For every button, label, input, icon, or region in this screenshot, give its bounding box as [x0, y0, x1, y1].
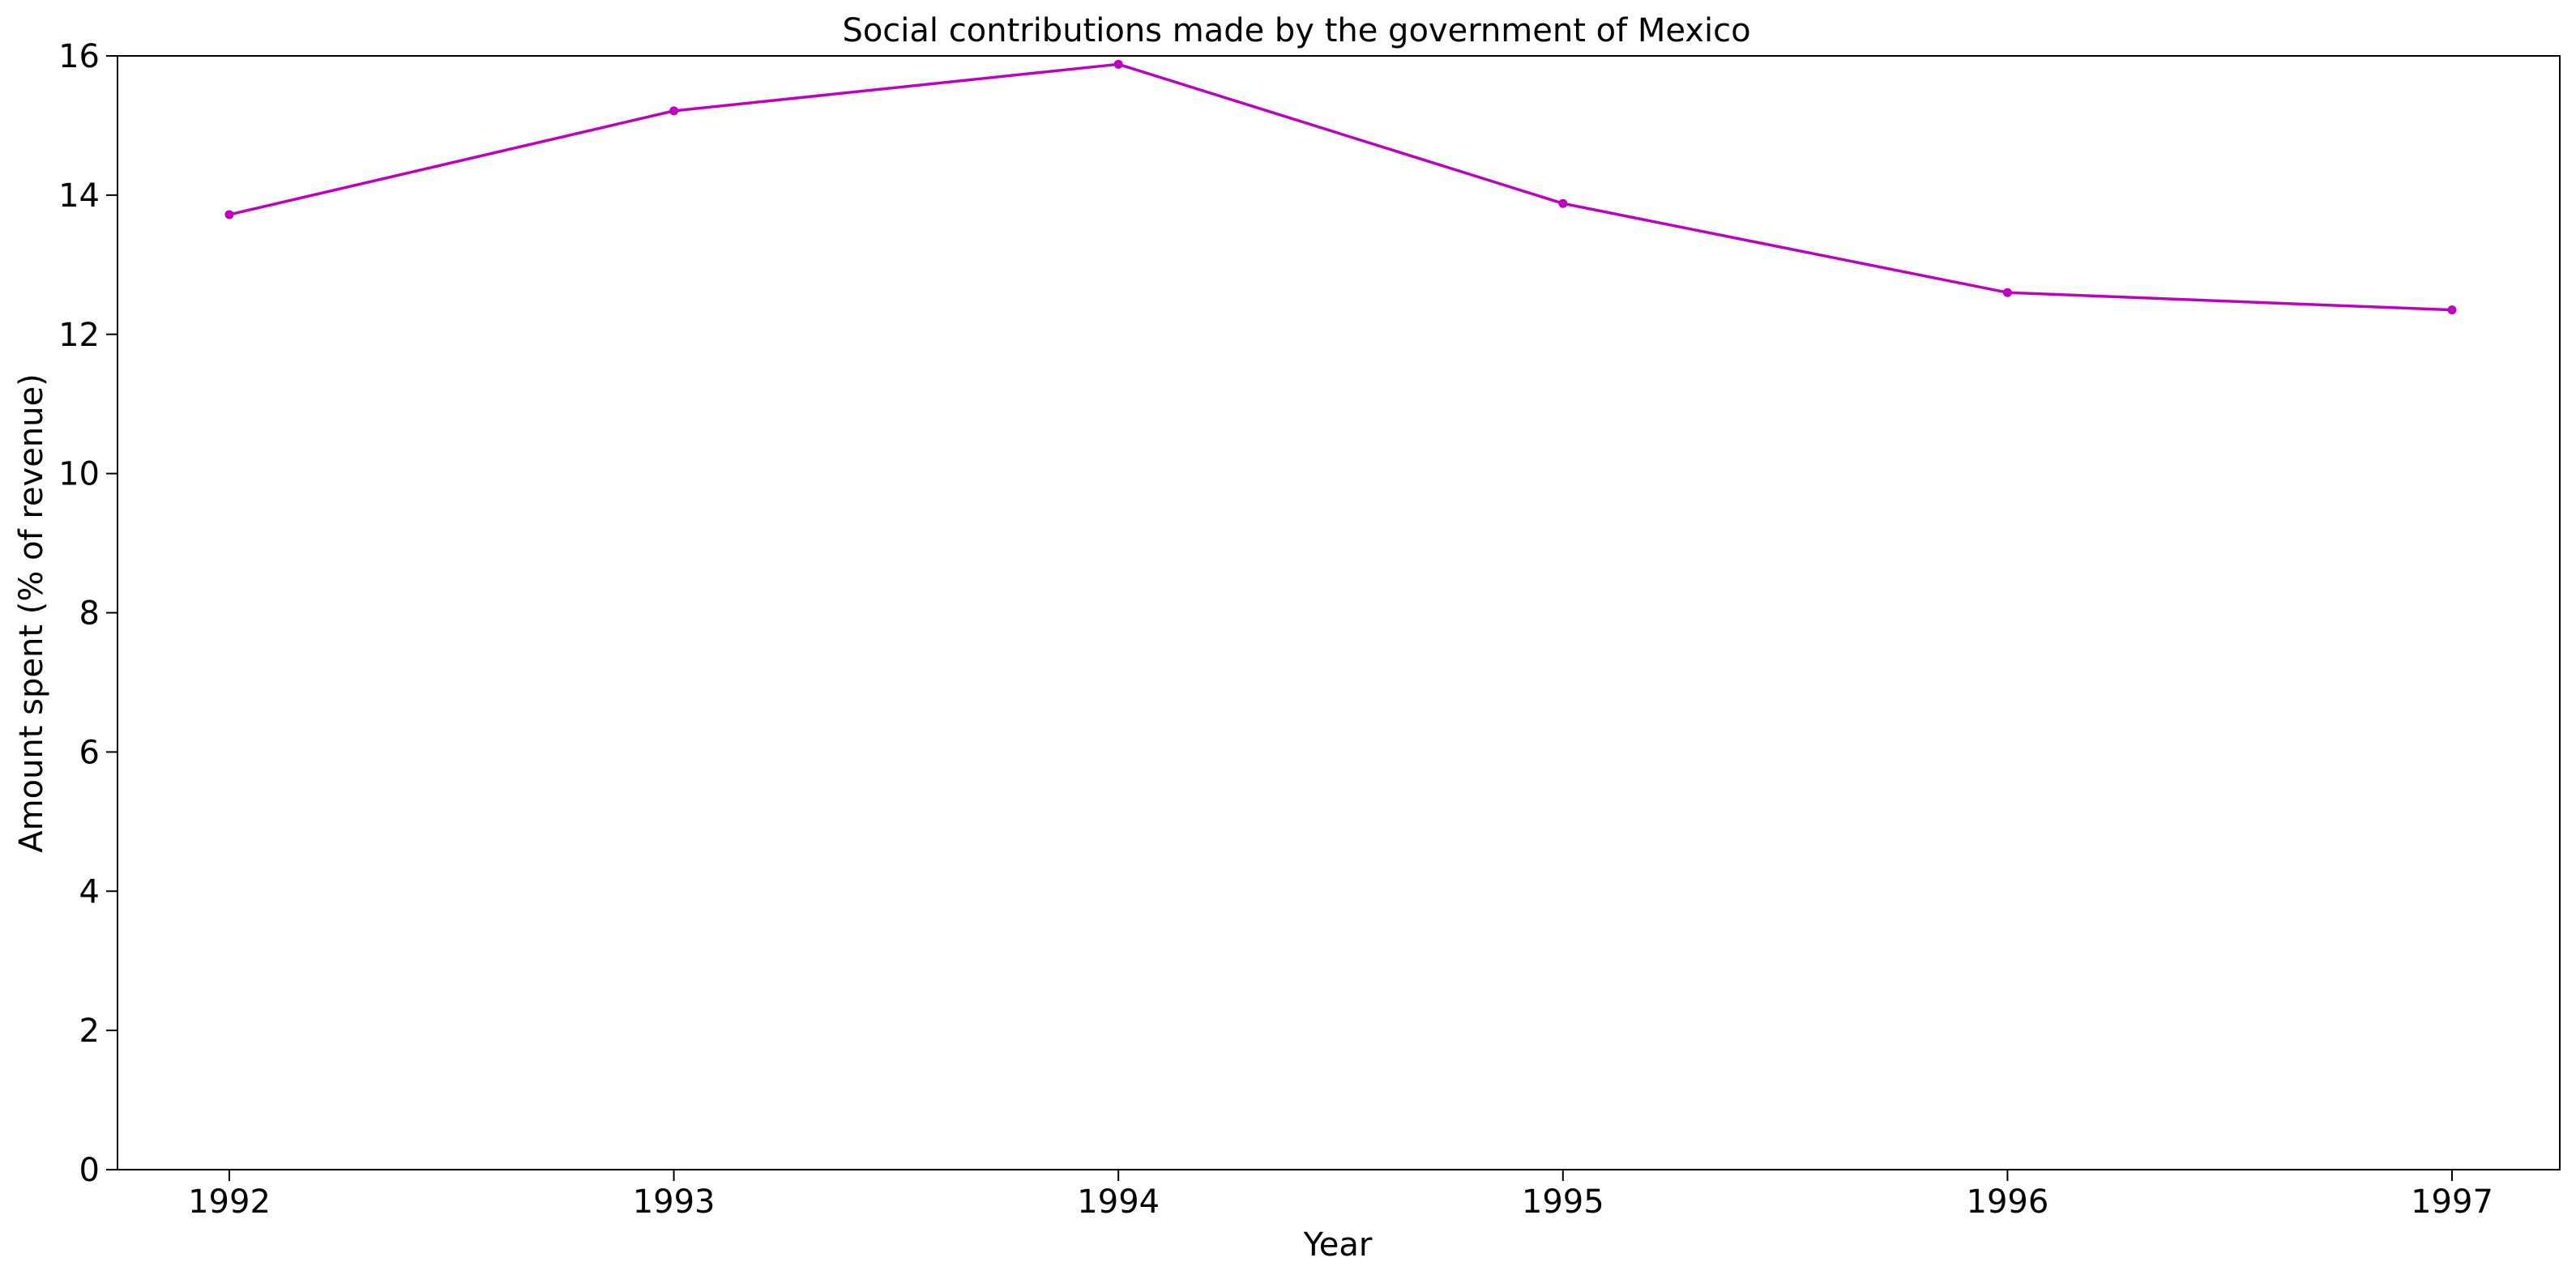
x-tick-label: 1997 [2411, 1183, 2493, 1221]
x-tick-label: 1992 [188, 1183, 271, 1221]
data-point [1558, 198, 1568, 208]
plot-frame [117, 55, 2561, 1170]
y-tick-label: 8 [79, 595, 100, 633]
y-tick-label: 16 [58, 38, 100, 75]
y-axis: 0 2 4 6 8 10 12 14 16 [58, 38, 117, 1189]
data-point [1113, 59, 1123, 69]
data-point [669, 106, 679, 116]
series-line [229, 62, 2453, 312]
x-axis-title: Year [1303, 1226, 1373, 1264]
y-axis-title: Amount spent (% of revenue) [13, 373, 50, 852]
x-tick-label: 1994 [1077, 1183, 1160, 1221]
y-tick-label: 0 [79, 1152, 100, 1189]
data-point [224, 210, 234, 220]
y-tick-label: 6 [79, 734, 100, 771]
x-tick-label: 1993 [633, 1183, 716, 1221]
y-tick-label: 4 [79, 873, 100, 910]
x-tick-label: 1995 [1522, 1183, 1604, 1221]
y-tick-label: 2 [79, 1013, 100, 1050]
y-tick-label: 14 [58, 177, 100, 215]
data-point [2447, 305, 2457, 315]
chart-title: Social contributions made by the governm… [842, 12, 1750, 49]
x-tick-label: 1996 [1967, 1183, 2049, 1221]
x-axis: 1992 1993 1994 1995 1996 1997 [188, 1170, 2493, 1221]
series-line-group [224, 59, 2457, 315]
y-tick-label: 10 [58, 456, 100, 493]
data-point [2002, 288, 2012, 297]
y-tick-label: 12 [58, 317, 100, 354]
